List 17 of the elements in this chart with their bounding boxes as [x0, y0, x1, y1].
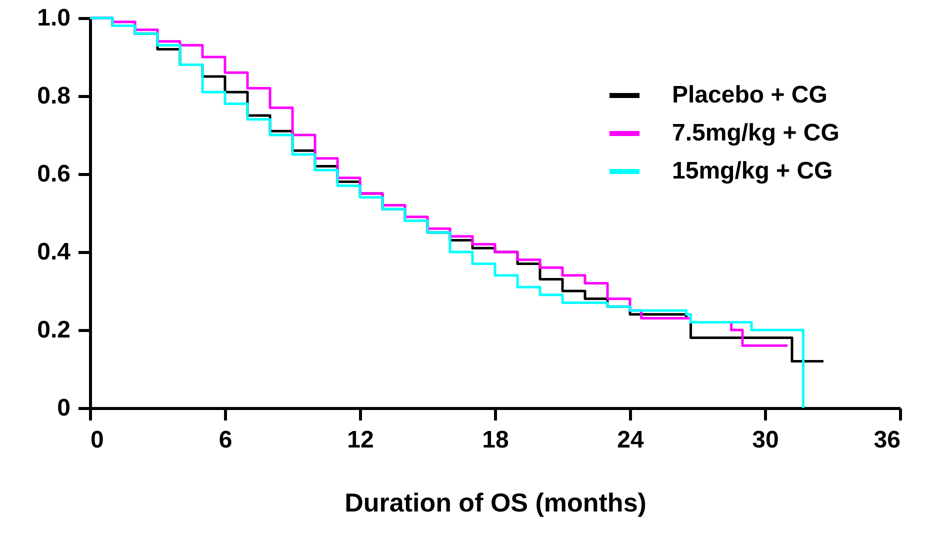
y-tick-label: 1.0	[37, 4, 70, 32]
x-tick-label: 18	[482, 426, 509, 454]
x-axis-title: Duration of OS (months)	[344, 488, 646, 518]
x-tick-label: 6	[218, 426, 232, 454]
x-tick-label: 24	[617, 426, 644, 454]
y-tick-label: 0	[57, 394, 70, 422]
y-tick-label: 0.8	[37, 82, 70, 110]
legend-label: 15mg/kg + CG	[672, 158, 833, 184]
legend-label: Placebo + CG	[672, 82, 828, 108]
x-tick-label: 0	[90, 426, 104, 454]
y-tick-label: 0.6	[37, 160, 70, 188]
x-tick-label: 36	[874, 426, 900, 454]
x-tick-label: 12	[347, 426, 374, 454]
x-tick-label: 30	[752, 426, 779, 454]
y-tick-label: 0.4	[37, 238, 72, 266]
legend-label: 7.5mg/kg + CG	[672, 120, 840, 146]
y-tick-label: 0.2	[37, 316, 70, 344]
